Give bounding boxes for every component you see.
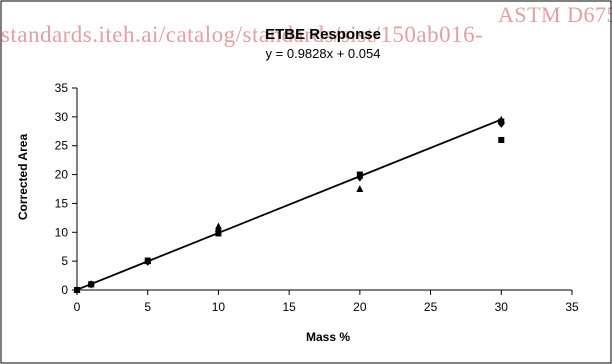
y-axis-label: Corrected Area xyxy=(16,133,30,221)
chart-title: ETBE Response xyxy=(265,26,381,43)
y-tick-label: 25 xyxy=(55,139,69,153)
x-tick-label: 20 xyxy=(353,300,367,314)
x-tick-label: 0 xyxy=(74,300,81,314)
y-tick-label: 15 xyxy=(55,196,69,210)
y-tick-label: 10 xyxy=(55,225,69,239)
y-tick-label: 35 xyxy=(55,81,69,95)
watermark-standard: ASTM D675 xyxy=(497,2,612,27)
x-tick-label: 10 xyxy=(212,300,226,314)
data-point-square xyxy=(498,136,505,143)
y-tick-label: 20 xyxy=(55,168,69,182)
x-tick-label: 30 xyxy=(495,300,509,314)
data-point-diamond xyxy=(87,280,95,289)
y-tick-label: 0 xyxy=(61,283,68,297)
data-point-diamond xyxy=(214,227,222,236)
watermark-url: /standards.iteh.ai/catalog/standards/sis… xyxy=(0,22,484,47)
data-point-diamond xyxy=(73,286,81,294)
data-point-triangle xyxy=(497,115,505,123)
x-tick-label: 5 xyxy=(144,300,151,314)
y-tick-label: 30 xyxy=(55,110,69,124)
trendline-equation: y = 0.9828x + 0.054 xyxy=(265,46,381,61)
x-tick-label: 35 xyxy=(565,300,579,314)
y-tick-label: 5 xyxy=(61,254,68,268)
trendline xyxy=(76,118,502,291)
data-point-diamond xyxy=(356,173,364,182)
data-point-triangle xyxy=(356,185,364,192)
data-point-diamond xyxy=(497,119,505,128)
data-point-triangle xyxy=(214,222,222,230)
x-tick-label: 25 xyxy=(424,300,438,314)
x-tick-label: 15 xyxy=(282,300,296,314)
data-point-diamond xyxy=(144,257,152,266)
x-axis-label: Mass % xyxy=(305,330,351,344)
